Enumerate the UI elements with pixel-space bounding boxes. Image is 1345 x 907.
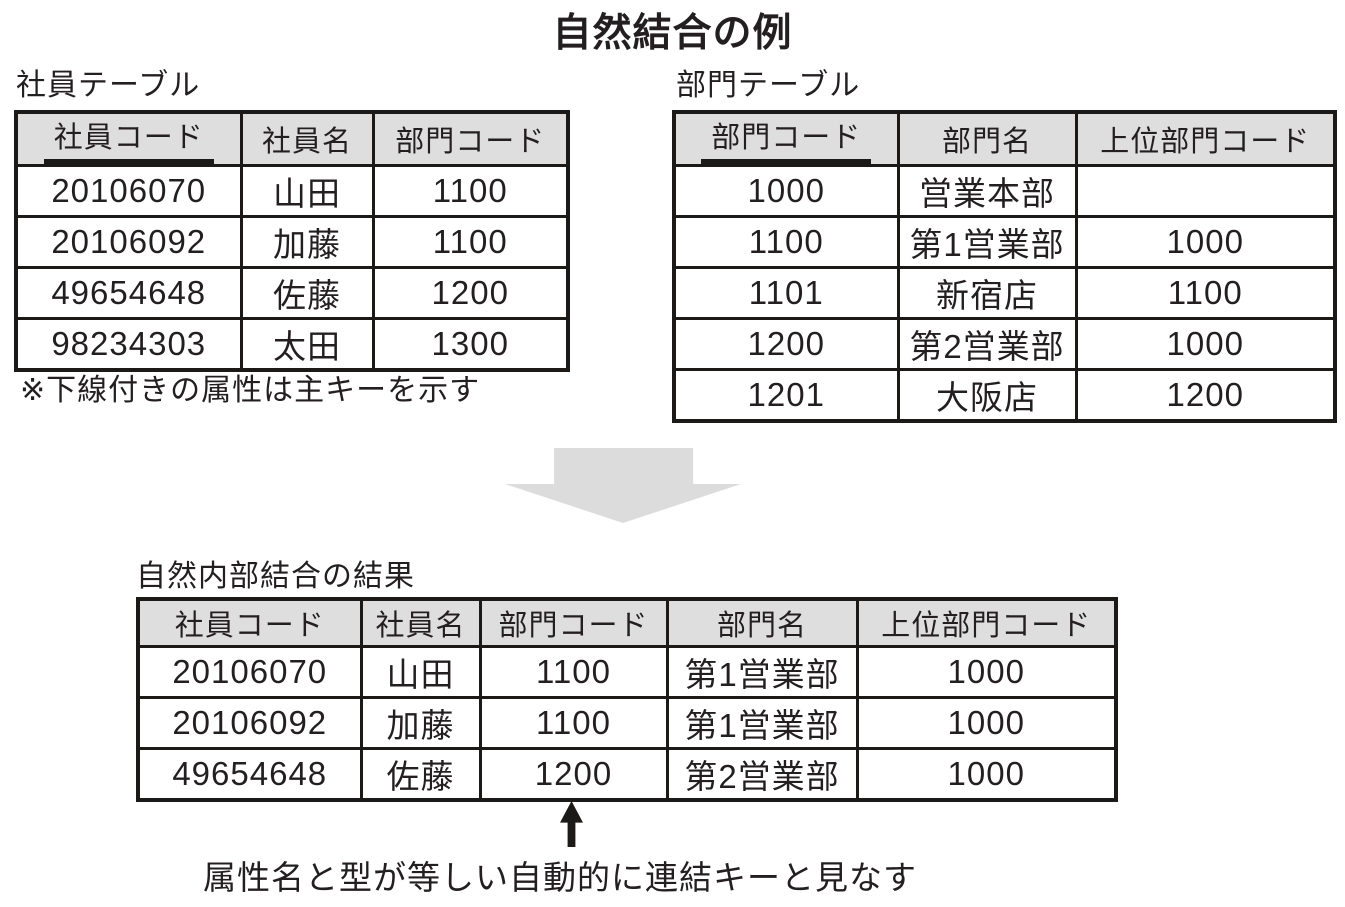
- table-cell: 第2営業部: [665, 747, 859, 802]
- down-block-arrow-icon: [505, 448, 741, 523]
- table-row: 20106070 山田 1100 第1営業部 1000: [136, 645, 1118, 699]
- table-cell: 1100: [1074, 266, 1337, 320]
- table-cell: 20106092: [14, 215, 243, 269]
- table-cell: 1200: [478, 747, 669, 802]
- table-cell: 1000: [1074, 317, 1337, 371]
- table-cell: 第1営業部: [896, 215, 1078, 269]
- table-cell: 1000: [1074, 215, 1337, 269]
- header-row: 社員コード 社員名 部門コード: [14, 110, 570, 167]
- column-header: 上位部門コード: [1074, 110, 1337, 167]
- table-row: 1000 営業本部: [672, 164, 1337, 218]
- table-cell: 49654648: [14, 266, 243, 320]
- table-cell: 20106070: [136, 645, 363, 699]
- table-row: 20106070 山田 1100: [14, 164, 570, 218]
- table-cell: 大阪店: [896, 368, 1078, 423]
- column-header-label: 社員コード: [174, 610, 325, 642]
- table-row: 1101 新宿店 1100: [672, 266, 1337, 320]
- table-row: 49654648 佐藤 1200: [14, 266, 570, 320]
- table-cell: 第1営業部: [665, 696, 859, 750]
- table-cell: 佐藤: [359, 747, 482, 802]
- table-cell: 1000: [855, 696, 1118, 750]
- table-cell: 山田: [239, 164, 375, 218]
- table-cell: 1200: [371, 266, 570, 320]
- table-cell: 1201: [672, 368, 900, 423]
- table-cell: 1100: [478, 645, 669, 699]
- table-cell: 20106092: [136, 696, 363, 750]
- column-header: 社員名: [359, 597, 482, 648]
- table-cell: 佐藤: [239, 266, 375, 320]
- column-header-label: 部門名: [941, 126, 1032, 158]
- column-header-label: 社員名: [261, 126, 352, 158]
- column-header-label: 部門コード: [395, 126, 546, 158]
- page-title: 自然結合の例: [552, 12, 793, 55]
- department-table: 部門コード 部門名 上位部門コード 1000 営業本部 1100 第1営業部 1000 1101…: [672, 110, 1337, 423]
- primary-key-note: ※下線付きの属性は主キーを示す: [20, 374, 481, 407]
- table-cell: 98234303: [14, 317, 243, 372]
- column-header-label: 上位部門コード: [881, 610, 1092, 642]
- column-header: 上位部門コード: [855, 597, 1118, 648]
- table-cell: 1100: [371, 215, 570, 269]
- column-header-label: 部門コード: [701, 115, 872, 163]
- table-cell: 49654648: [136, 747, 363, 802]
- header-row: 部門コード 部門名 上位部門コード: [672, 110, 1337, 167]
- result-table-label: 自然内部結合の結果: [136, 560, 415, 593]
- table-cell: 営業本部: [896, 164, 1078, 218]
- table-cell: 1200: [672, 317, 900, 371]
- column-header: 部門名: [896, 110, 1078, 167]
- table-row: 1201 大阪店 1200: [672, 368, 1337, 423]
- table-cell: 1101: [672, 266, 900, 320]
- table-cell: 20106070: [14, 164, 243, 218]
- column-header: 社員名: [239, 110, 375, 167]
- department-table-label: 部門テーブル: [676, 69, 861, 102]
- column-header: 部門コード: [478, 597, 669, 648]
- column-header-label: 部門名: [716, 610, 807, 642]
- employee-table-label: 社員テーブル: [16, 69, 201, 102]
- table-row: 98234303 太田 1300: [14, 317, 570, 372]
- table-cell: 1100: [371, 164, 570, 218]
- table-cell: 第2営業部: [896, 317, 1078, 371]
- table-cell: 山田: [359, 645, 482, 699]
- table-row: 1200 第2営業部 1000: [672, 317, 1337, 371]
- table-cell: 1000: [855, 645, 1118, 699]
- table-cell: 加藤: [239, 215, 375, 269]
- column-header: 部門コード: [672, 110, 900, 167]
- table-cell: 1100: [672, 215, 900, 269]
- table-row: 20106092 加藤 1100: [14, 215, 570, 269]
- up-arrow-icon: [560, 801, 583, 847]
- table-cell: 1000: [855, 747, 1118, 802]
- column-header-label: 上位部門コード: [1100, 126, 1311, 158]
- join-key-note: 属性名と型が等しい自動的に連結キーと見なす: [203, 859, 917, 896]
- table-cell: 太田: [239, 317, 375, 372]
- column-header-label: 部門コード: [498, 610, 649, 642]
- table-row: 49654648 佐藤 1200 第2営業部 1000: [136, 747, 1118, 802]
- table-cell: 1000: [672, 164, 900, 218]
- table-cell: [1074, 164, 1337, 218]
- table-cell: 1300: [371, 317, 570, 372]
- employee-table: 社員コード 社員名 部門コード 20106070 山田 1100 20106092 加藤 110…: [14, 110, 570, 372]
- table-cell: 1100: [478, 696, 669, 750]
- header-row: 社員コード 社員名 部門コード 部門名 上位部門コード: [136, 597, 1118, 648]
- column-header: 部門コード: [371, 110, 570, 167]
- column-header-label: 社員コード: [43, 115, 214, 163]
- column-header: 社員コード: [14, 110, 243, 167]
- table-cell: 1200: [1074, 368, 1337, 423]
- column-header: 社員コード: [136, 597, 363, 648]
- column-header-label: 社員名: [375, 610, 466, 642]
- column-header: 部門名: [665, 597, 859, 648]
- table-row: 20106092 加藤 1100 第1営業部 1000: [136, 696, 1118, 750]
- table-cell: 新宿店: [896, 266, 1078, 320]
- table-row: 1100 第1営業部 1000: [672, 215, 1337, 269]
- table-cell: 加藤: [359, 696, 482, 750]
- table-cell: 第1営業部: [665, 645, 859, 699]
- result-table: 社員コード 社員名 部門コード 部門名 上位部門コード 20106070 山田 1100 第1営…: [136, 597, 1118, 802]
